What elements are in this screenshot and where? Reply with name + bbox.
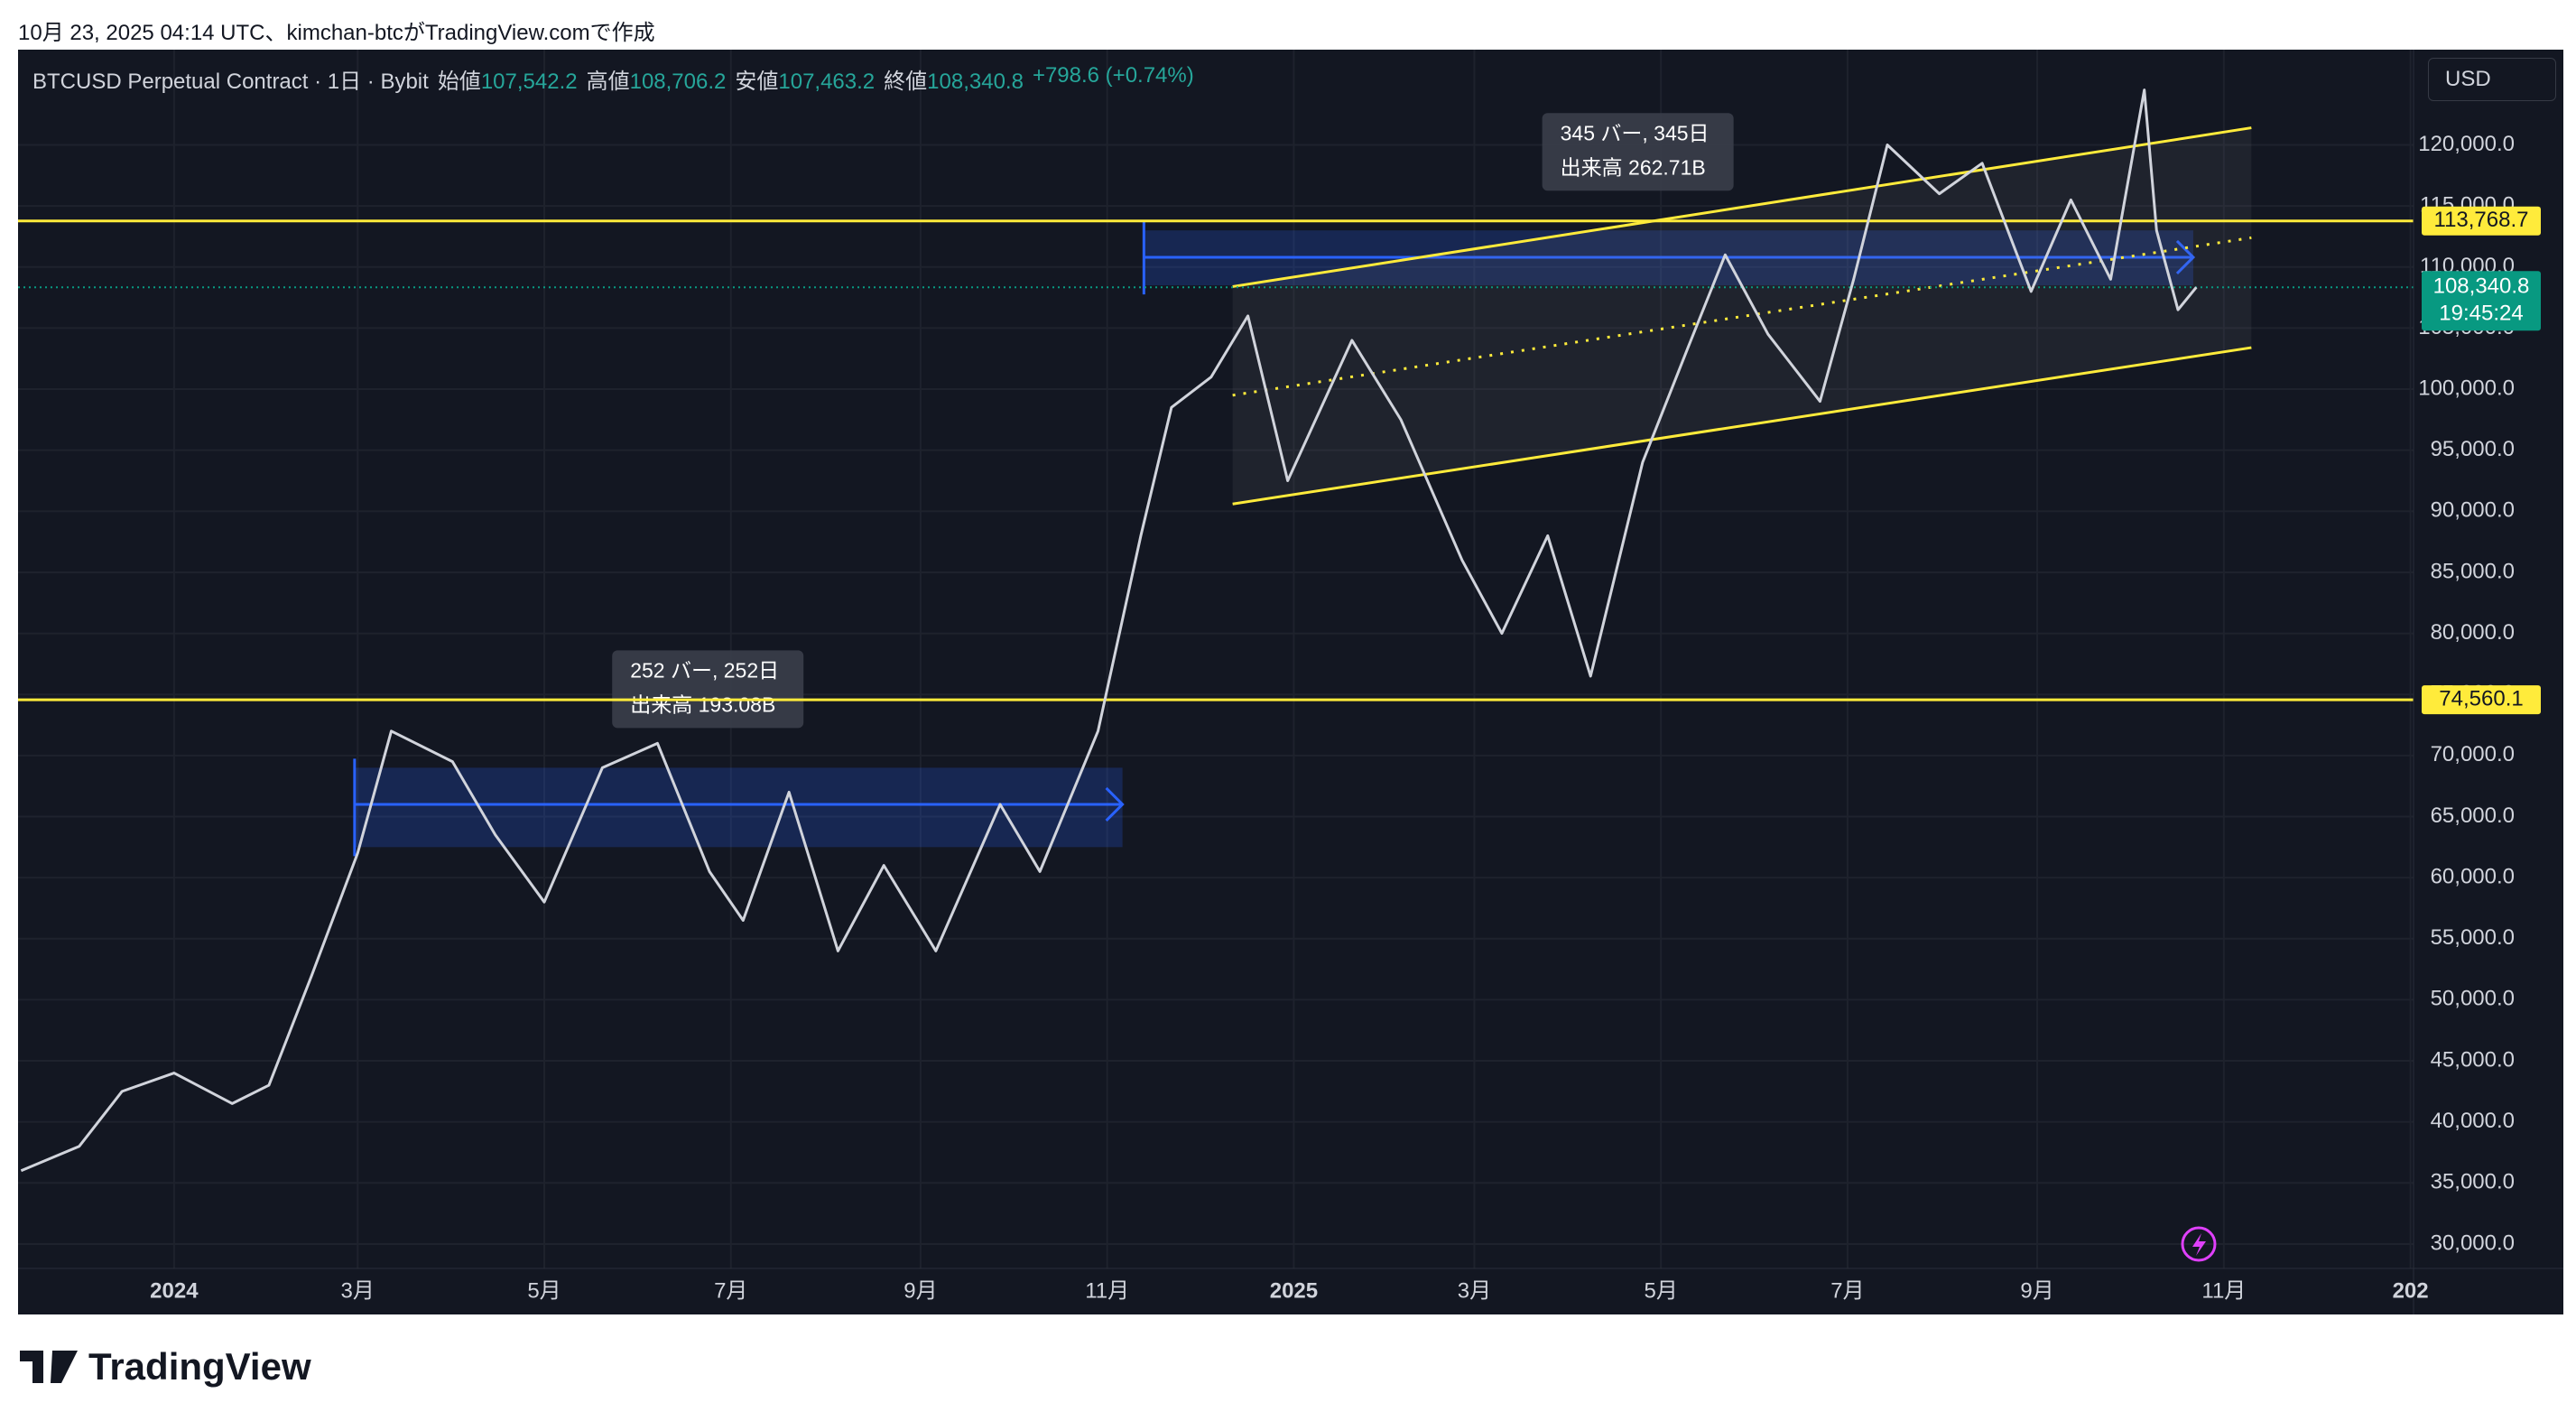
y-tick-label: 95,000.0 — [2431, 437, 2515, 461]
ohlc-item: 高値108,706.2 — [587, 63, 727, 95]
ohlc-legend: BTCUSD Perpetual Contract · 1日 · Bybit 始… — [32, 63, 1194, 95]
x-tick-label: 9月 — [903, 1278, 937, 1303]
range-bars-label: 252 バー, 252日 — [630, 658, 779, 682]
x-tick-label: 11月 — [1085, 1278, 1129, 1303]
y-tick-label: 100,000.0 — [2418, 376, 2515, 400]
ohlc-label: 始値 — [437, 70, 481, 94]
change: +798.6 (+0.74%) — [1032, 63, 1194, 88]
y-tick-label: 65,000.0 — [2431, 803, 2515, 828]
x-tick-label: 2025 — [1270, 1278, 1318, 1303]
x-tick-label: 5月 — [527, 1278, 561, 1303]
chart-background — [18, 50, 2563, 1314]
ohlc-label: 安値 — [735, 70, 779, 94]
x-tick-label: 9月 — [2020, 1278, 2053, 1303]
y-tick-label: 60,000.0 — [2431, 864, 2515, 888]
brand: TradingView — [20, 1345, 311, 1388]
y-tick-label: 85,000.0 — [2431, 559, 2515, 583]
y-tick-label: 30,000.0 — [2431, 1231, 2515, 1255]
ohlc-value: 108,706.2 — [629, 70, 727, 94]
caption: 10月 23, 2025 04:14 UTC、kimchan-btcがTradi… — [18, 21, 655, 45]
range-box — [354, 767, 1123, 848]
y-tick-label: 90,000.0 — [2431, 498, 2515, 523]
brand-name: TradingView — [88, 1345, 311, 1388]
x-tick-label: 3月 — [1458, 1278, 1491, 1303]
y-tick-label: 70,000.0 — [2431, 742, 2515, 766]
ohlc-label: 終値 — [884, 70, 928, 94]
x-tick-label: 7月 — [714, 1278, 747, 1303]
level-label: 113,768.7 — [2434, 208, 2529, 232]
x-tick-label: 5月 — [1644, 1278, 1677, 1303]
x-tick-label: 202 — [2393, 1278, 2429, 1303]
x-tick-label: 7月 — [1830, 1278, 1864, 1303]
y-tick-label: 120,000.0 — [2418, 132, 2515, 156]
y-tick-label: 50,000.0 — [2431, 987, 2515, 1011]
x-tick-label: 3月 — [341, 1278, 375, 1303]
y-tick-label: 45,000.0 — [2431, 1047, 2515, 1072]
channel-lower — [1232, 346, 2252, 506]
channel-upper — [1232, 126, 2252, 288]
y-tick-label: 40,000.0 — [2431, 1109, 2515, 1133]
brand-logo — [20, 1351, 78, 1383]
price-line — [20, 88, 2198, 1173]
alert-icon[interactable] — [2181, 1226, 2217, 1262]
last-price-tag — [2422, 271, 2541, 331]
y-tick-label: 55,000.0 — [2431, 925, 2515, 950]
range-bars-label: 345 バー, 345日 — [1561, 121, 1710, 144]
range-arrowhead — [1105, 786, 1125, 822]
countdown: 19:45:24 — [2439, 302, 2523, 326]
last-price-label: 108,340.8 — [2433, 274, 2530, 299]
level-label: 74,560.1 — [2439, 687, 2523, 711]
y-tick-label: 35,000.0 — [2431, 1170, 2515, 1194]
symbol: BTCUSD Perpetual Contract · 1日 · Bybit — [32, 70, 429, 94]
range-arrowhead — [2175, 239, 2196, 275]
range-volume-label: 出来高 193.08B — [630, 692, 775, 716]
level-tag — [2422, 685, 2541, 715]
x-tick-label: 2024 — [150, 1278, 199, 1303]
ohlc-value: 107,542.2 — [480, 70, 578, 94]
y-tick-label: 80,000.0 — [2431, 620, 2515, 645]
ohlc-value: 108,340.8 — [927, 70, 1024, 94]
range-volume-label: 出来高 262.71B — [1561, 155, 1706, 179]
currency-button[interactable]: USD — [2428, 58, 2556, 101]
ohlc-item: 安値107,463.2 — [735, 63, 875, 95]
range-label-box — [1542, 113, 1734, 191]
ohlc-label: 高値 — [586, 70, 630, 94]
x-tick-label: 11月 — [2201, 1278, 2246, 1303]
ohlc-value: 107,463.2 — [778, 70, 876, 94]
ohlc-item: 始値107,542.2 — [438, 63, 578, 95]
alert-bolt — [2192, 1233, 2206, 1256]
ohlc-item: 終値108,340.8 — [884, 63, 1024, 95]
range-label-box — [612, 650, 804, 729]
level-tag — [2422, 206, 2541, 236]
